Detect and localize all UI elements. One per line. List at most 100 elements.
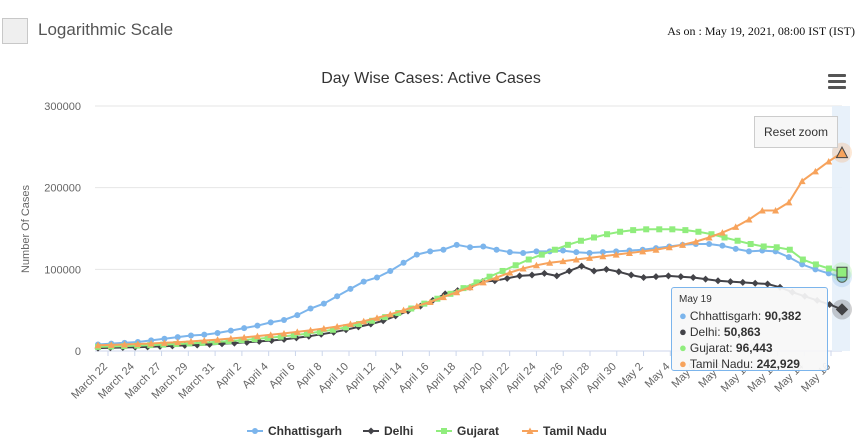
tooltip-row-gujarat: ● Gujarat: 96,443 — [679, 340, 773, 355]
data-point — [426, 298, 434, 305]
data-point — [107, 341, 115, 348]
data-point — [746, 248, 752, 255]
data-point — [253, 332, 261, 340]
data-point — [612, 251, 620, 258]
legend-item-gujarat[interactable]: Gujarat — [436, 424, 499, 438]
logarithmic-scale-label: Logarithmic Scale — [38, 20, 174, 39]
data-point — [640, 274, 648, 281]
data-point — [427, 248, 434, 255]
data-point — [540, 269, 548, 277]
data-point — [382, 314, 389, 321]
data-point — [577, 237, 584, 244]
data-point — [473, 279, 480, 286]
data-point — [627, 271, 635, 279]
data-point — [480, 243, 487, 250]
data-point — [643, 226, 650, 233]
y-tick-label: 0 — [75, 346, 81, 358]
legend-item-delhi[interactable]: Delhi — [363, 424, 413, 438]
legend-marker — [252, 428, 258, 434]
data-point — [506, 269, 514, 276]
legend-item-chhattisgarh[interactable]: Chhattisgarh — [247, 424, 342, 438]
data-point — [625, 249, 633, 256]
data-point — [732, 223, 740, 230]
data-point — [512, 262, 519, 269]
data-point — [760, 243, 767, 250]
data-point — [386, 310, 394, 318]
logarithmic-scale-checkbox[interactable] — [2, 18, 28, 44]
data-point — [214, 336, 222, 343]
as-on-date: As on : May 19, 2021, 08:00 IST (IST) — [667, 24, 855, 38]
data-point — [147, 339, 155, 347]
data-point — [591, 234, 597, 241]
legend-marker — [367, 427, 375, 435]
data-point — [719, 242, 726, 249]
data-point — [134, 340, 142, 347]
chart-title: Day Wise Cases: Active Cases — [321, 70, 541, 87]
data-point — [664, 272, 672, 280]
data-point — [307, 326, 315, 334]
data-point — [519, 265, 527, 272]
legend-label: Delhi — [384, 424, 413, 438]
data-point — [227, 335, 235, 342]
legend-label: Gujarat — [457, 424, 499, 438]
data-point — [525, 256, 532, 263]
legend-item-tamil-nadu[interactable]: Tamil Nadu — [522, 424, 607, 438]
x-tick-label: April 2 — [213, 361, 244, 392]
tooltip-dot-icon: ● — [679, 356, 687, 371]
data-point — [400, 306, 408, 314]
data-point — [721, 234, 728, 241]
data-point — [400, 259, 407, 266]
data-point — [586, 254, 594, 261]
data-point — [679, 241, 687, 248]
data-point — [240, 333, 248, 341]
data-point — [639, 247, 647, 255]
data-point — [460, 285, 467, 292]
data-point — [758, 207, 766, 214]
data-point — [387, 267, 394, 274]
tooltip-series-value: 96,443 — [735, 341, 773, 355]
x-tick-label: May 2 — [616, 361, 646, 391]
data-point — [811, 167, 819, 175]
tooltip-dot-icon: ● — [679, 324, 687, 339]
data-point — [734, 237, 741, 244]
data-point — [241, 325, 248, 332]
data-point — [346, 320, 354, 328]
data-point — [121, 340, 129, 348]
data-point — [586, 250, 593, 256]
data-point — [560, 247, 566, 254]
data-point — [320, 300, 327, 307]
data-point — [307, 305, 314, 312]
tooltip-dot-icon: ● — [679, 308, 687, 323]
data-point-highlighted — [836, 266, 848, 278]
data-point — [564, 241, 571, 248]
data-point — [347, 285, 354, 292]
data-point — [187, 337, 195, 345]
data-point — [290, 332, 297, 339]
data-point — [320, 324, 328, 332]
data-point — [360, 317, 368, 325]
data-point — [466, 283, 474, 291]
data-point — [538, 251, 545, 258]
hamburger-menu-icon[interactable] — [828, 74, 846, 90]
data-point — [369, 317, 376, 324]
data-point — [532, 261, 540, 269]
data-point — [373, 314, 381, 321]
reset-zoom-button[interactable]: Reset zoom — [754, 116, 838, 148]
data-point — [546, 259, 554, 266]
legend-label: Tamil Nadu — [543, 424, 607, 438]
data-point — [630, 227, 637, 234]
data-point — [559, 257, 567, 265]
data-point — [200, 337, 208, 344]
data-point — [572, 256, 580, 263]
data-point — [825, 158, 833, 165]
data-point — [334, 293, 341, 300]
tooltip-series-name: Delhi — [689, 325, 718, 339]
data-point — [374, 274, 380, 281]
legend-marker — [526, 427, 534, 434]
data-point-highlighted — [835, 146, 849, 159]
data-point — [267, 319, 274, 326]
legend[interactable]: Chhattisgarh Delhi Gujarat Tamil Nadu — [247, 424, 607, 438]
data-point — [702, 275, 710, 283]
x-tick-label: May 4 — [643, 361, 673, 391]
